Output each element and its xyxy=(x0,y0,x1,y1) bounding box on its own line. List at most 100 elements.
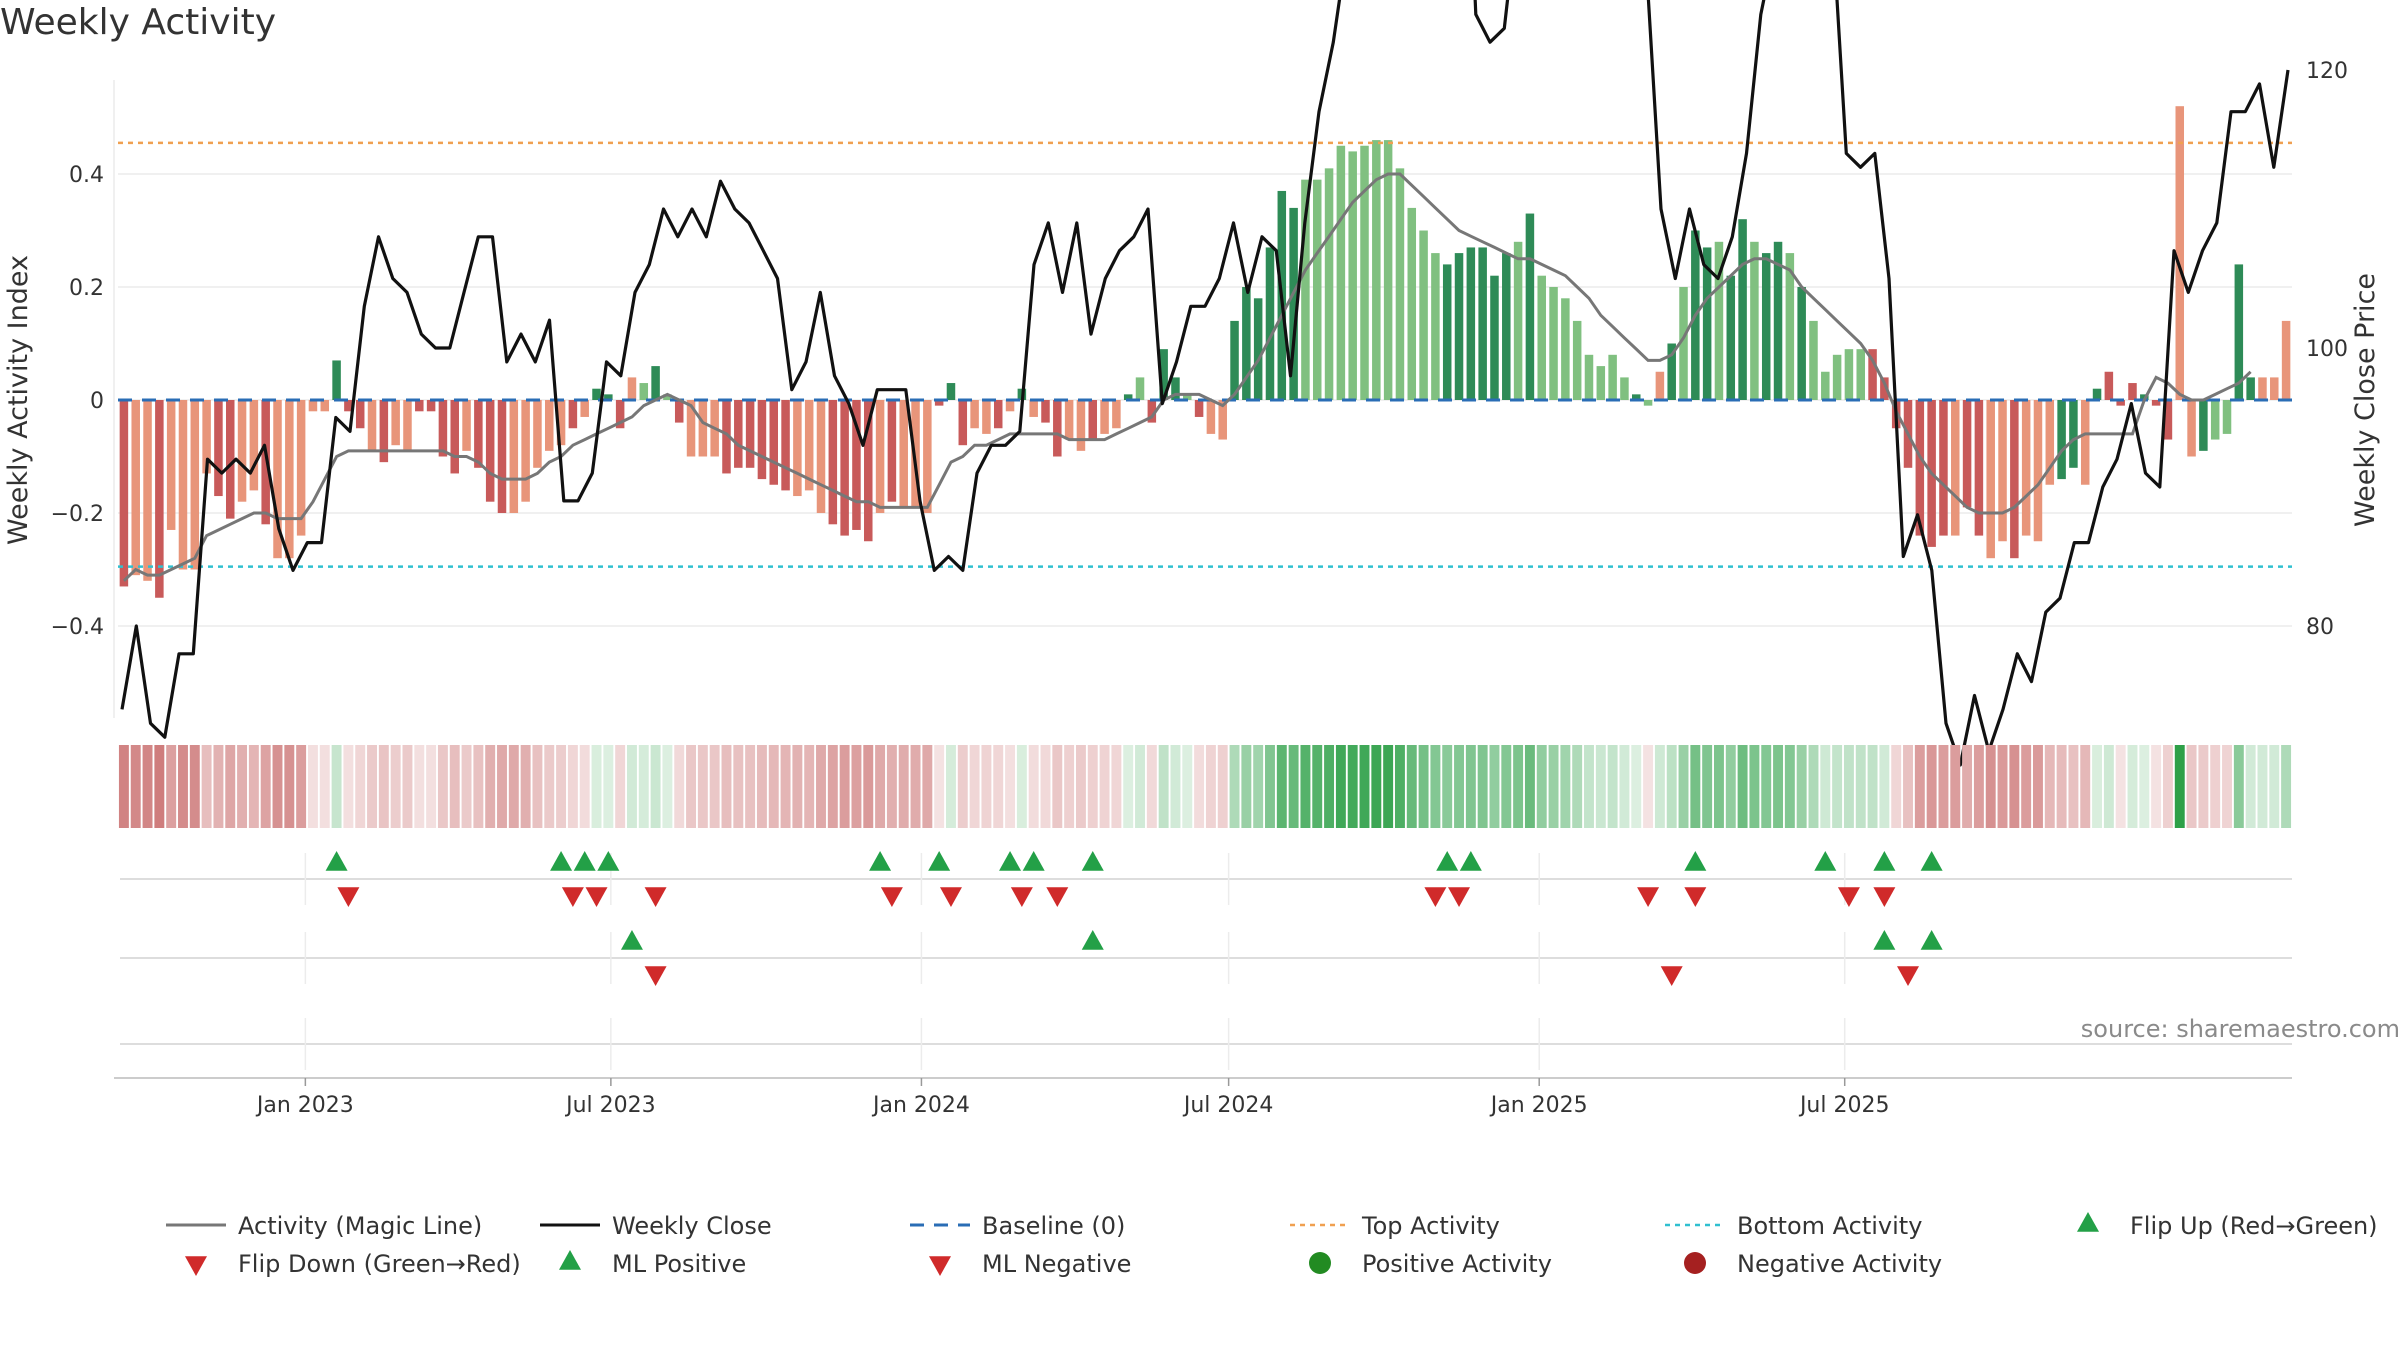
activity-strip-cell xyxy=(2080,745,2091,828)
activity-bar xyxy=(686,400,696,457)
activity-strip-cell xyxy=(1465,745,1476,828)
activity-strip-cell xyxy=(1442,745,1453,828)
activity-bar xyxy=(355,400,365,429)
activity-bar xyxy=(391,400,400,446)
activity-strip-cell xyxy=(1666,745,1677,828)
activity-bar xyxy=(438,400,448,457)
activity-bar xyxy=(1242,287,1251,400)
activity-strip-cell xyxy=(1855,745,1866,828)
activity-strip-cell xyxy=(1099,745,1110,828)
y2-axis-label: Weekly Close Price xyxy=(2350,273,2381,527)
activity-bar xyxy=(1383,140,1393,400)
activity-bar xyxy=(1064,400,1074,440)
activity-bar xyxy=(1088,400,1098,440)
activity-bar xyxy=(1123,394,1133,400)
activity-bar xyxy=(1856,349,1865,400)
y-tick-label: 0.4 xyxy=(69,163,104,188)
activity-bar xyxy=(166,400,176,530)
activity-strip-cell xyxy=(1903,745,1913,828)
ml-negative-marker xyxy=(644,966,667,986)
activity-bar xyxy=(1502,253,1511,400)
activity-bar xyxy=(521,400,530,502)
activity-bar xyxy=(2210,400,2220,440)
legend-label: Activity (Magic Line) xyxy=(238,1212,482,1240)
activity-bar xyxy=(1218,400,1227,440)
flip-up-marker xyxy=(550,851,573,871)
flip-up-marker xyxy=(869,851,892,871)
flip-down-marker xyxy=(585,887,608,907)
activity-bar xyxy=(899,400,908,508)
activity-strip-cell xyxy=(674,745,685,828)
activity-bar xyxy=(545,400,554,451)
activity-strip-cell xyxy=(1524,745,1535,828)
activity-bar xyxy=(190,400,200,570)
activity-strip-cell xyxy=(1513,745,1524,828)
activity-strip-cell xyxy=(1713,745,1724,828)
activity-bar xyxy=(1230,320,1239,400)
activity-strip-cell xyxy=(272,745,283,828)
activity-strip-cell xyxy=(1737,745,1748,828)
activity-bar xyxy=(2045,400,2055,485)
activity-bar xyxy=(1183,394,1192,400)
legend-item-baseline: Baseline (0) xyxy=(910,1212,1125,1240)
activity-bar xyxy=(308,400,318,412)
activity-strip-cell xyxy=(1016,745,1027,828)
activity-bar xyxy=(734,400,743,468)
activity-strip-cell xyxy=(390,745,401,828)
activity-strip-cell xyxy=(1914,745,1925,828)
activity-strip-cell xyxy=(1335,745,1346,828)
activity-strip-cell xyxy=(638,745,649,828)
x-tick-label: Jan 2023 xyxy=(255,1093,354,1118)
activity-strip-cell xyxy=(1052,745,1063,828)
activity-strip-cell xyxy=(1548,745,1559,828)
activity-strip-cell xyxy=(426,745,437,828)
legend-swatch xyxy=(1684,1252,1706,1274)
activity-bar xyxy=(2187,400,2196,457)
activity-bar xyxy=(119,400,129,587)
activity-bar xyxy=(663,394,672,400)
legend-item-posact: Positive Activity xyxy=(1309,1250,1552,1278)
activity-strip-cell xyxy=(130,745,141,828)
activity-bar xyxy=(970,400,979,429)
activity-bar xyxy=(934,400,944,406)
activity-bar xyxy=(2175,106,2185,400)
activity-strip-cell xyxy=(189,745,200,828)
activity-strip-cell xyxy=(1926,745,1937,828)
activity-bar xyxy=(1773,241,1783,400)
activity-strip-cell xyxy=(1761,745,1772,828)
activity-strip-cell xyxy=(2115,745,2126,828)
legend-label: ML Positive xyxy=(612,1250,746,1278)
activity-bar xyxy=(1738,219,1747,400)
activity-strip-cell xyxy=(1146,745,1157,828)
activity-strip-cell xyxy=(1359,745,1370,828)
activity-bar xyxy=(1324,168,1334,400)
activity-bar xyxy=(1962,400,1972,508)
activity-strip-cell xyxy=(615,745,626,828)
activity-bar xyxy=(1620,377,1629,400)
x-tick-label: Jan 2024 xyxy=(871,1093,970,1118)
activity-strip-cell xyxy=(1477,745,1488,828)
y-tick-label: 0.2 xyxy=(69,276,104,301)
legend-item-close: Weekly Close xyxy=(540,1212,772,1240)
activity-strip-cell xyxy=(1820,745,1831,828)
activity-bar xyxy=(261,400,270,525)
activity-bar xyxy=(2199,400,2208,451)
legend-item-mlpos: ML Positive xyxy=(612,1250,746,1278)
activity-bar xyxy=(556,400,566,446)
activity-bar xyxy=(1171,377,1180,400)
flip-up-marker xyxy=(1459,851,1482,871)
activity-strip-cell xyxy=(1595,745,1606,828)
activity-strip-cell xyxy=(1265,745,1275,828)
legend-swatch xyxy=(1309,1252,1331,1274)
activity-bar xyxy=(1478,247,1487,400)
activity-strip-cell xyxy=(686,745,697,828)
activity-strip-cell xyxy=(1347,745,1358,828)
activity-bar xyxy=(320,400,330,412)
activity-strip-cell xyxy=(1300,745,1311,828)
activity-strip-cell xyxy=(343,745,354,828)
activity-bar xyxy=(757,400,767,480)
activity-strip-cell xyxy=(2174,745,2185,828)
activity-bar xyxy=(143,400,152,581)
activity-strip-cell xyxy=(1584,745,1594,828)
activity-bar xyxy=(1513,241,1523,400)
